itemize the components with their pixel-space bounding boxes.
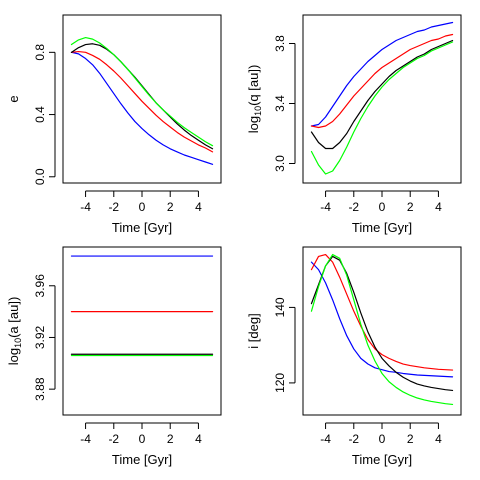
series-line-3 bbox=[310, 41, 454, 175]
plot-frame bbox=[62, 14, 222, 184]
x-tick-label: 2 bbox=[407, 432, 414, 446]
y-axis-title: i [deg] bbox=[246, 313, 261, 348]
x-tick-label: 2 bbox=[167, 432, 174, 446]
x-tick-label: -2 bbox=[108, 432, 119, 446]
x-tick-label: -4 bbox=[320, 200, 331, 214]
series-line-2 bbox=[310, 39, 454, 150]
x-tick-label: 2 bbox=[167, 200, 174, 214]
y-tick-label: 3.8 bbox=[273, 35, 287, 52]
series-line-3 bbox=[310, 253, 454, 406]
x-axis-title: Time [Gyr] bbox=[112, 452, 172, 467]
y-axis: 3.0 3.4 3.8 bbox=[273, 35, 296, 172]
series-line-1 bbox=[70, 50, 214, 153]
y-tick-label: 0.0 bbox=[33, 168, 47, 185]
plot-frame bbox=[302, 14, 462, 184]
series-group bbox=[310, 253, 454, 406]
y-axis: 3.88 3.92 3.96 bbox=[33, 274, 56, 401]
series-line-0 bbox=[310, 21, 454, 127]
y-tick-label: 3.4 bbox=[273, 95, 287, 112]
x-tick-label: -2 bbox=[348, 432, 359, 446]
x-axis-title: Time [Gyr] bbox=[352, 220, 412, 235]
x-tick-label: -4 bbox=[320, 432, 331, 446]
y-tick-label: 3.88 bbox=[33, 377, 47, 401]
series-line-2 bbox=[310, 255, 454, 392]
y-axis: 0.0 0.4 0.8 bbox=[33, 44, 56, 185]
x-tick-label: 4 bbox=[435, 200, 442, 214]
x-axis: -4 -2 0 2 4 bbox=[320, 422, 442, 446]
y-axis-title: log10(a [au]) bbox=[6, 297, 23, 366]
series-group bbox=[310, 21, 454, 175]
panel-inclination: -4 -2 0 2 4 120 140 Time [Gyr] i [deg] bbox=[246, 246, 462, 467]
y-tick-label: 140 bbox=[273, 297, 287, 317]
y-tick-label: 0.4 bbox=[33, 106, 47, 123]
y-tick-label: 3.0 bbox=[273, 155, 287, 172]
x-axis-title: Time [Gyr] bbox=[352, 452, 412, 467]
x-axis: -4 -2 0 2 4 bbox=[320, 190, 442, 214]
x-axis: -4 -2 0 2 4 bbox=[80, 190, 202, 214]
x-tick-label: 0 bbox=[379, 432, 386, 446]
x-axis-title: Time [Gyr] bbox=[112, 220, 172, 235]
x-tick-label: 4 bbox=[195, 200, 202, 214]
y-axis-title: log10(q [au]) bbox=[246, 65, 263, 134]
y-axis-title-main: log bbox=[246, 116, 261, 133]
panel-eccentricity: -4 -2 0 2 4 0.0 0.4 0.8 Time [Gyr] e bbox=[6, 14, 222, 235]
panel-semimajor-axis: -4 -2 0 2 4 3.88 3.92 3.96 Time [Gyr] log10(a … bbox=[6, 246, 222, 467]
x-tick-label: -2 bbox=[108, 200, 119, 214]
y-tick-label: 3.96 bbox=[33, 274, 47, 298]
y-axis-title-subscript: 10 bbox=[253, 106, 263, 116]
y-axis-title: e bbox=[6, 95, 21, 102]
y-tick-label: 0.8 bbox=[33, 44, 47, 61]
x-tick-label: 4 bbox=[195, 432, 202, 446]
y-axis-title-rest: (q [au]) bbox=[246, 65, 261, 106]
series-group bbox=[70, 36, 214, 165]
series-group bbox=[70, 255, 214, 357]
x-tick-label: -2 bbox=[348, 200, 359, 214]
series-line-1 bbox=[310, 253, 454, 371]
plot-frame bbox=[302, 246, 462, 416]
x-tick-label: -4 bbox=[80, 200, 91, 214]
x-tick-label: -4 bbox=[80, 432, 91, 446]
y-tick-label: 120 bbox=[273, 373, 287, 393]
x-axis: -4 -2 0 2 4 bbox=[80, 422, 202, 446]
plot-frame bbox=[62, 246, 222, 416]
x-tick-label: 0 bbox=[139, 432, 146, 446]
x-tick-label: 4 bbox=[435, 432, 442, 446]
y-axis-title-subscript: 10 bbox=[13, 338, 23, 348]
x-tick-label: 0 bbox=[379, 200, 386, 214]
series-line-0 bbox=[310, 261, 454, 378]
series-line-3 bbox=[70, 36, 214, 147]
series-line-1 bbox=[310, 33, 454, 129]
x-tick-label: 0 bbox=[139, 200, 146, 214]
y-axis: 120 140 bbox=[273, 297, 296, 393]
y-tick-label: 3.92 bbox=[33, 325, 47, 349]
y-axis-title-main: log bbox=[6, 348, 21, 365]
x-tick-label: 2 bbox=[407, 200, 414, 214]
panel-perihelion: -4 -2 0 2 4 3.0 3.4 3.8 Time [Gyr] log10(q [au… bbox=[246, 14, 462, 235]
series-line-0 bbox=[70, 51, 214, 165]
y-axis-title-rest: (a [au]) bbox=[6, 297, 21, 338]
